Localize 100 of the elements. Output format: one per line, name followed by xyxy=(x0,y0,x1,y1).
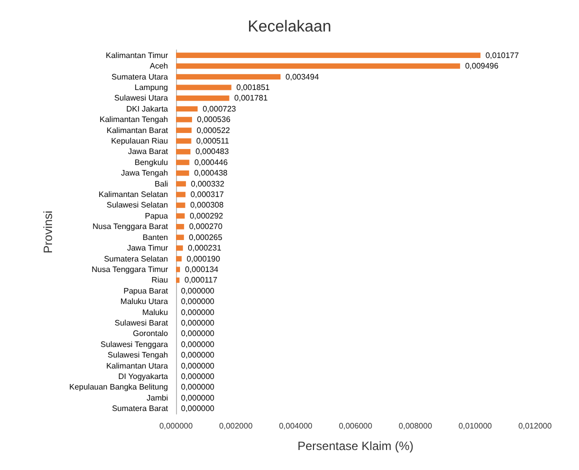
y-tick-label: Aceh xyxy=(150,62,168,71)
data-label: 0,000438 xyxy=(194,168,228,178)
y-tick-label: DI Yogyakarta xyxy=(118,372,169,382)
data-label: 0,000511 xyxy=(196,136,230,146)
y-tick-label: Sumatera Barat xyxy=(112,404,169,414)
bar xyxy=(176,138,192,144)
data-label: 0,010177 xyxy=(485,50,520,60)
y-tick-label: Kalimantan Tengah xyxy=(100,115,168,124)
bar xyxy=(176,224,184,230)
y-tick-label: Nusa Tenggara Barat xyxy=(92,222,169,232)
data-label: 0,000134 xyxy=(185,264,219,274)
y-tick-label: Papua xyxy=(144,211,169,220)
y-axis-title: Provinsi xyxy=(41,210,55,254)
data-label: 0,000522 xyxy=(196,126,231,135)
y-tick-label: Kepulauan Bangka Belitung xyxy=(69,382,168,392)
data-label: 0,000231 xyxy=(188,244,222,253)
data-label: 0,001851 xyxy=(236,82,270,92)
x-tick-label: 0,002000 xyxy=(219,422,254,430)
bar xyxy=(176,52,480,58)
x-tick-label: 0,008000 xyxy=(398,422,433,430)
x-tick-label: 0,000000 xyxy=(159,422,194,430)
data-label: 0,001781 xyxy=(234,94,268,103)
x-tick-label: 0,006000 xyxy=(338,422,373,430)
bar xyxy=(176,128,192,133)
y-tick-label: Riau xyxy=(152,276,168,285)
y-tick-label: Papua Barat xyxy=(124,286,169,296)
x-tick-label: 0,012000 xyxy=(518,422,552,430)
x-axis-title: Persentase Klaim (%) xyxy=(297,439,414,453)
data-label: 0,009496 xyxy=(465,62,500,71)
y-tick-label: DKI Jakarta xyxy=(126,104,169,114)
data-label: 0,000265 xyxy=(188,232,223,242)
y-tick-label: Jawa Tengah xyxy=(121,168,168,178)
data-label: 0,000292 xyxy=(190,211,224,220)
bar xyxy=(176,266,180,272)
data-label: 0,000000 xyxy=(181,286,215,296)
data-label: 0,003494 xyxy=(286,72,320,82)
y-tick-label: Sumatera Selatan xyxy=(104,254,168,264)
data-label: 0,000000 xyxy=(181,404,215,414)
y-tick-label: Sulawesi Utara xyxy=(114,94,169,103)
data-label: 0,000446 xyxy=(194,158,228,167)
y-tick-label: Kepulauan Riau xyxy=(111,136,168,146)
data-label: 0,000117 xyxy=(184,276,218,285)
y-tick-label: Sulawesi Selatan xyxy=(106,200,168,210)
bar xyxy=(176,181,186,186)
data-label: 0,000190 xyxy=(186,254,221,264)
bar xyxy=(176,278,180,283)
data-label: 0,000000 xyxy=(181,382,215,392)
bar xyxy=(176,116,192,122)
y-tick-label: Sulawesi Tenggara xyxy=(100,340,169,349)
bar xyxy=(176,256,182,262)
y-tick-label: Banten xyxy=(142,232,168,242)
data-label: 0,000332 xyxy=(190,179,225,188)
bar xyxy=(176,160,190,166)
data-label: 0,000270 xyxy=(189,222,223,232)
data-label: 0,000000 xyxy=(181,329,215,338)
data-label: 0,000000 xyxy=(181,361,215,370)
data-label: 0,000000 xyxy=(181,318,215,328)
data-label: 0,000000 xyxy=(181,393,215,402)
bar xyxy=(176,96,230,101)
bar xyxy=(176,74,281,80)
y-tick-label: Jawa Timur xyxy=(127,244,168,253)
bar xyxy=(176,63,460,69)
data-label: 0,000483 xyxy=(195,147,230,156)
bar xyxy=(176,213,185,219)
data-label: 0,000000 xyxy=(181,340,215,349)
bar xyxy=(176,149,190,154)
y-tick-label: Bengkulu xyxy=(134,158,168,167)
y-tick-label: Maluku Utara xyxy=(120,297,169,306)
y-tick-label: Gorontalo xyxy=(132,329,169,338)
bar xyxy=(176,202,186,208)
y-tick-label: Kalimantan Utara xyxy=(106,361,169,370)
y-tick-label: Lampung xyxy=(134,82,168,92)
chart-title: Kecelakaan xyxy=(248,18,332,36)
bar xyxy=(176,234,184,240)
data-label: 0,000000 xyxy=(181,372,215,382)
y-tick-label: Sulawesi Barat xyxy=(114,318,169,328)
data-label: 0,000317 xyxy=(190,190,224,200)
data-label: 0,000536 xyxy=(197,115,231,124)
y-tick-label: Maluku xyxy=(142,308,168,317)
bar xyxy=(176,170,190,176)
bar xyxy=(176,245,183,251)
y-tick-label: Kalimantan Barat xyxy=(106,126,169,135)
data-label: 0,000000 xyxy=(181,350,215,360)
y-tick-label: Jambi xyxy=(146,393,168,402)
bar xyxy=(176,192,186,198)
bar xyxy=(176,84,232,90)
y-tick-label: Kalimantan Timur xyxy=(106,50,168,60)
data-label: 0,000000 xyxy=(181,308,215,317)
y-tick-label: Bali xyxy=(154,179,168,188)
data-label: 0,000308 xyxy=(190,200,224,210)
y-tick-label: Jawa Barat xyxy=(128,147,169,156)
bar xyxy=(176,106,198,112)
y-tick-label: Sumatera Utara xyxy=(112,72,169,82)
x-tick-label: 0,010000 xyxy=(458,422,492,430)
y-tick-label: Nusa Tenggara Timur xyxy=(92,264,168,274)
x-tick-label: 0,004000 xyxy=(278,422,313,430)
data-label: 0,000723 xyxy=(202,104,237,114)
data-label: 0,000000 xyxy=(181,297,215,306)
y-tick-label: Sulawesi Tengah xyxy=(108,350,168,360)
y-tick-label: Kalimantan Selatan xyxy=(98,190,168,200)
